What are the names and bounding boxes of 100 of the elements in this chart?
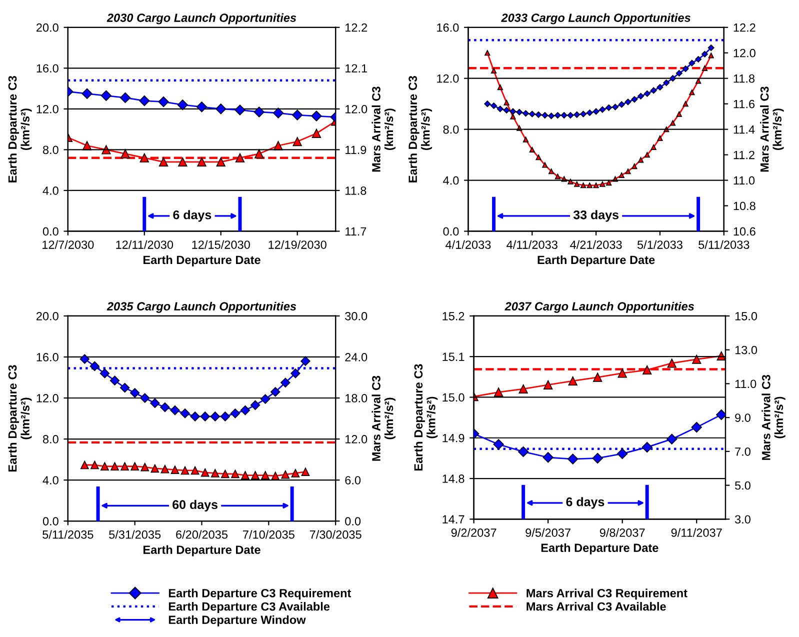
y2-tick-label: 24.0 bbox=[345, 353, 368, 362]
point bbox=[560, 112, 568, 119]
point bbox=[666, 434, 678, 444]
y-tick-label: 8.0 bbox=[443, 125, 459, 134]
point bbox=[691, 422, 702, 433]
point bbox=[158, 96, 169, 108]
point bbox=[568, 454, 578, 464]
chart-title: 2030 Cargo Launch Opportunities bbox=[106, 13, 296, 24]
point bbox=[682, 101, 688, 107]
annotation: 60 days bbox=[172, 500, 218, 512]
point bbox=[190, 466, 200, 475]
point bbox=[650, 144, 656, 150]
y-tick-label: 20.0 bbox=[36, 23, 58, 32]
x-tick-label: 9/2/2037 bbox=[451, 528, 496, 537]
y-tick-label: 15.0 bbox=[442, 393, 464, 402]
x-tick-label: 5/11/2033 bbox=[698, 240, 750, 249]
point bbox=[606, 180, 612, 186]
y2-tick-label: 12.0 bbox=[346, 104, 368, 114]
point bbox=[644, 90, 650, 97]
x-tick-label: 4/1/2033 bbox=[446, 240, 491, 249]
point bbox=[312, 128, 322, 138]
point bbox=[593, 372, 602, 382]
point bbox=[230, 408, 240, 418]
point bbox=[510, 114, 516, 120]
x-tick-label: 5/31/2035 bbox=[109, 530, 161, 539]
point bbox=[618, 172, 624, 178]
point bbox=[586, 110, 593, 116]
y-tick-label: 0.0 bbox=[443, 227, 459, 236]
point bbox=[548, 112, 555, 120]
x-tick-label: 7/10/2035 bbox=[243, 530, 294, 539]
y2-axis-title: Mars Arrival C3 (km²/s²) bbox=[760, 86, 784, 172]
point bbox=[216, 157, 226, 167]
point bbox=[177, 100, 188, 110]
y2-tick-label: 30.0 bbox=[345, 312, 368, 320]
point bbox=[599, 106, 606, 113]
y-tick-label: 16.0 bbox=[437, 23, 459, 32]
y2-tick-label: 15.0 bbox=[735, 312, 758, 320]
point bbox=[543, 380, 553, 390]
point bbox=[290, 368, 300, 378]
point bbox=[160, 464, 170, 474]
point bbox=[493, 439, 504, 450]
point bbox=[708, 44, 714, 52]
point bbox=[490, 102, 498, 109]
point bbox=[716, 351, 726, 360]
x-axis-title: Earth Departure Date bbox=[541, 543, 658, 554]
x-tick-label: 9/8/2037 bbox=[600, 528, 645, 537]
x-tick-label: 12/19/2030 bbox=[268, 240, 326, 249]
point bbox=[574, 111, 580, 118]
y-tick-label: 4.0 bbox=[42, 186, 58, 195]
point bbox=[254, 149, 264, 158]
point bbox=[503, 106, 510, 114]
point bbox=[197, 157, 206, 167]
point bbox=[270, 386, 280, 397]
point bbox=[516, 108, 523, 116]
point bbox=[100, 90, 112, 102]
x-tick-label: 12/7/2030 bbox=[42, 240, 94, 249]
point bbox=[644, 152, 650, 158]
y-axis-title: Earth Departure C3 (km²/s²) bbox=[8, 365, 32, 472]
point bbox=[497, 84, 503, 90]
point bbox=[140, 462, 150, 472]
point bbox=[542, 162, 548, 168]
point bbox=[535, 111, 542, 118]
y2-tick-label: 11.8 bbox=[346, 186, 366, 195]
point bbox=[670, 75, 676, 82]
x-tick-label: 12/15/2030 bbox=[192, 240, 250, 249]
point bbox=[140, 153, 149, 162]
y-tick-label: 16.0 bbox=[36, 353, 58, 362]
point bbox=[612, 104, 618, 110]
y-tick-label: 4.0 bbox=[42, 476, 58, 484]
y-tick-label: 14.9 bbox=[442, 434, 464, 442]
y2-tick-label: 11.9 bbox=[346, 146, 366, 154]
point bbox=[657, 135, 663, 142]
point bbox=[568, 178, 574, 184]
point bbox=[504, 100, 510, 106]
point bbox=[280, 378, 290, 388]
y2-tick-label: 11.7 bbox=[346, 227, 366, 236]
point bbox=[548, 168, 554, 174]
x-tick-label: 5/1/2033 bbox=[637, 240, 682, 249]
x-tick-label: 12/11/2030 bbox=[116, 240, 174, 249]
point bbox=[593, 182, 599, 188]
point bbox=[196, 102, 208, 112]
point bbox=[542, 452, 554, 463]
x-tick-label: 5/11/2035 bbox=[42, 530, 94, 539]
y-tick-label: 16.0 bbox=[36, 64, 58, 73]
point bbox=[670, 120, 676, 126]
point bbox=[200, 412, 210, 422]
point bbox=[240, 405, 250, 416]
point bbox=[618, 368, 627, 378]
point bbox=[554, 112, 561, 119]
legend-label: Mars Arrival C3 Available bbox=[526, 602, 666, 611]
point bbox=[522, 110, 529, 117]
y2-tick-label: 11.0 bbox=[735, 380, 756, 388]
point bbox=[528, 110, 536, 118]
point bbox=[90, 460, 99, 470]
point bbox=[292, 136, 302, 146]
y2-tick-label: 10.6 bbox=[734, 227, 756, 236]
point bbox=[682, 66, 689, 72]
point bbox=[150, 398, 160, 408]
x-axis-title: Earth Departure Date bbox=[143, 545, 260, 556]
point bbox=[139, 95, 150, 106]
